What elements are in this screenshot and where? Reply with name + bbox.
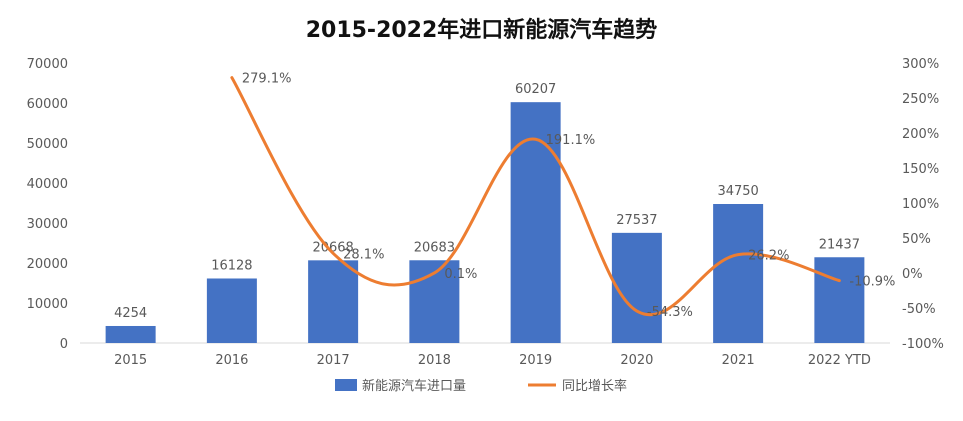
line-data-label: -10.9% <box>849 275 895 290</box>
bar <box>308 260 359 343</box>
x-tick-label: 2019 <box>519 353 552 368</box>
bar <box>713 204 764 343</box>
x-tick-label: 2016 <box>215 353 248 368</box>
x-tick-label: 2021 <box>722 353 755 368</box>
y-right-tick-label: 200% <box>902 127 939 142</box>
x-tick-label: 2022 YTD <box>808 353 871 368</box>
bar <box>105 325 156 343</box>
bar-data-label: 16128 <box>211 258 252 273</box>
line-data-label: -54.3% <box>647 305 693 320</box>
chart-title: 2015-2022年进口新能源汽车趋势 <box>305 18 658 43</box>
y-left-tick-label: 70000 <box>27 57 68 72</box>
y-right-tick-label: 100% <box>902 197 939 212</box>
legend-swatch-bar <box>335 379 357 391</box>
bar <box>206 278 257 343</box>
x-tick-label: 2015 <box>114 353 147 368</box>
y-right-tick-label: 300% <box>902 57 939 72</box>
y-right-tick-label: 250% <box>902 92 939 107</box>
line-data-label: 191.1% <box>546 133 596 148</box>
y-right-tick-label: 0% <box>902 267 923 282</box>
bar-data-label: 27537 <box>616 213 657 228</box>
line-data-label: 0.1% <box>444 267 477 282</box>
bar-data-label: 20683 <box>414 240 455 255</box>
line-data-label: 279.1% <box>242 72 292 87</box>
bar <box>814 257 865 343</box>
y-right-tick-label: 50% <box>902 232 931 247</box>
x-tick-label: 2020 <box>620 353 653 368</box>
bar <box>611 232 662 343</box>
x-tick-label: 2018 <box>418 353 451 368</box>
y-right-tick-label: 150% <box>902 162 939 177</box>
growth-rate-line <box>230 76 841 317</box>
bar-data-label: 4254 <box>114 306 147 321</box>
y-left-tick-label: 60000 <box>27 97 68 112</box>
y-left-tick-label: 50000 <box>27 137 68 152</box>
bar-data-label: 34750 <box>717 184 758 199</box>
legend-label-bar: 新能源汽车进口量 <box>362 378 466 394</box>
y-right-tick-label: -50% <box>902 302 936 317</box>
y-left-tick-label: 10000 <box>27 297 68 312</box>
y-left-tick-label: 20000 <box>27 257 68 272</box>
y-left-tick-label: 30000 <box>27 217 68 232</box>
line-data-label: 26.2% <box>748 249 789 264</box>
y-left-tick-label: 0 <box>60 337 68 352</box>
bar-data-label: 60207 <box>515 82 556 97</box>
y-right-tick-label: -100% <box>902 337 944 352</box>
line-data-label: 28.1% <box>343 247 384 262</box>
y-left-tick-label: 40000 <box>27 177 68 192</box>
legend-label-line: 同比增长率 <box>562 378 627 394</box>
x-tick-label: 2017 <box>317 353 350 368</box>
bar-data-label: 21437 <box>819 237 860 252</box>
bar <box>510 102 561 343</box>
